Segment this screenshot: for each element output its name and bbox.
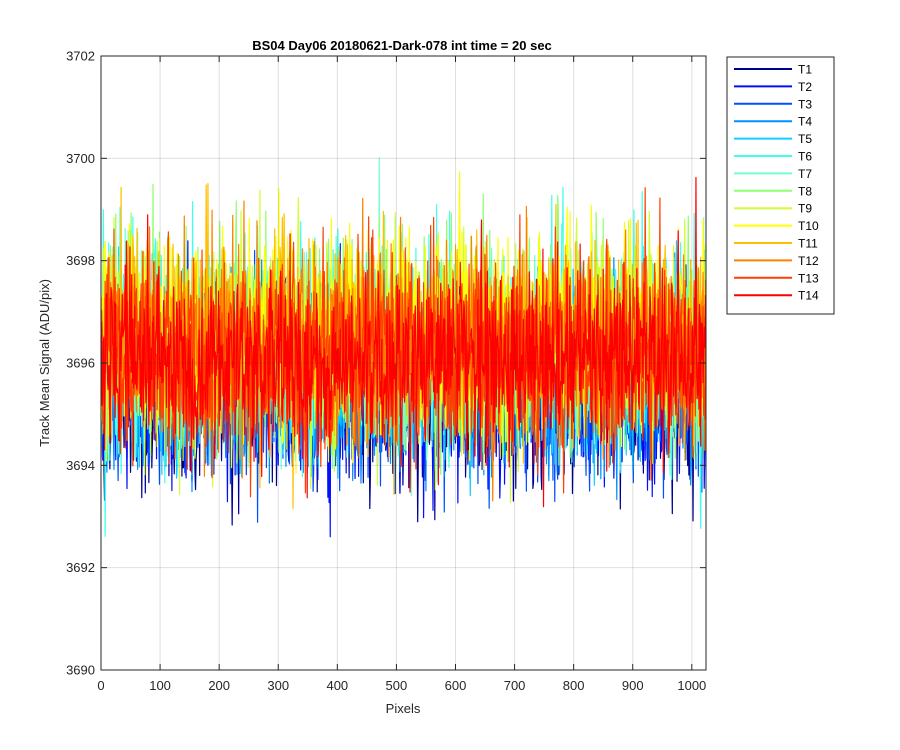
x-tick-label: 400: [326, 678, 348, 693]
x-tick-label: 800: [563, 678, 585, 693]
y-tick-label: 3702: [66, 49, 95, 64]
y-tick-label: 3692: [66, 560, 95, 575]
y-axis-label: Track Mean Signal (ADU/pix): [37, 279, 52, 447]
x-tick-label: 0: [97, 678, 104, 693]
y-tick-label: 3694: [66, 458, 95, 473]
legend-label-t10: T10: [798, 219, 819, 233]
chart-title: BS04 Day06 20180621-Dark-078 int time = …: [252, 38, 552, 53]
y-tick-label: 3690: [66, 663, 95, 678]
axis-ticks: 0 100 200 300 400 500 600 700 800 900 1000 3690 3692…: [66, 49, 706, 694]
x-tick-label: 100: [149, 678, 171, 693]
legend-label-t12: T12: [798, 254, 819, 268]
legend-label-t6: T6: [798, 150, 812, 164]
x-tick-label: 900: [622, 678, 644, 693]
legend-label-t7: T7: [798, 167, 812, 181]
legend-label-t3: T3: [798, 97, 812, 111]
legend-label-t14: T14: [798, 289, 819, 303]
legend-label-t1: T1: [798, 63, 812, 77]
y-tick-label: 3698: [66, 253, 95, 268]
legend-label-t11: T11: [798, 237, 818, 251]
legend-label-t9: T9: [798, 202, 812, 216]
legend-label-t8: T8: [798, 184, 812, 198]
x-tick-label: 300: [267, 678, 289, 693]
x-tick-label: 200: [208, 678, 230, 693]
legend-label-t4: T4: [798, 115, 812, 129]
legend-label-t5: T5: [798, 132, 812, 146]
plot-area: 0 100 200 300 400 500 600 700 800 900 1000 3690 3692…: [66, 49, 707, 694]
y-tick-label: 3696: [66, 356, 95, 371]
x-tick-label: 700: [504, 678, 526, 693]
legend-label-t13: T13: [798, 271, 819, 285]
legend-label-t2: T2: [798, 80, 812, 94]
x-axis-label: Pixels: [386, 701, 421, 716]
series-line-t14: [101, 176, 706, 508]
x-tick-label: 500: [386, 678, 408, 693]
x-tick-label: 1000: [677, 678, 706, 693]
legend-box: [726, 56, 835, 315]
x-tick-label: 600: [445, 678, 467, 693]
legend: T1 T2 T3 T4 T5 T6 T7 T8 T9 T10 T11 T12 T13 T14: [726, 56, 835, 315]
series-group: [101, 157, 706, 538]
y-tick-label: 3700: [66, 151, 95, 166]
